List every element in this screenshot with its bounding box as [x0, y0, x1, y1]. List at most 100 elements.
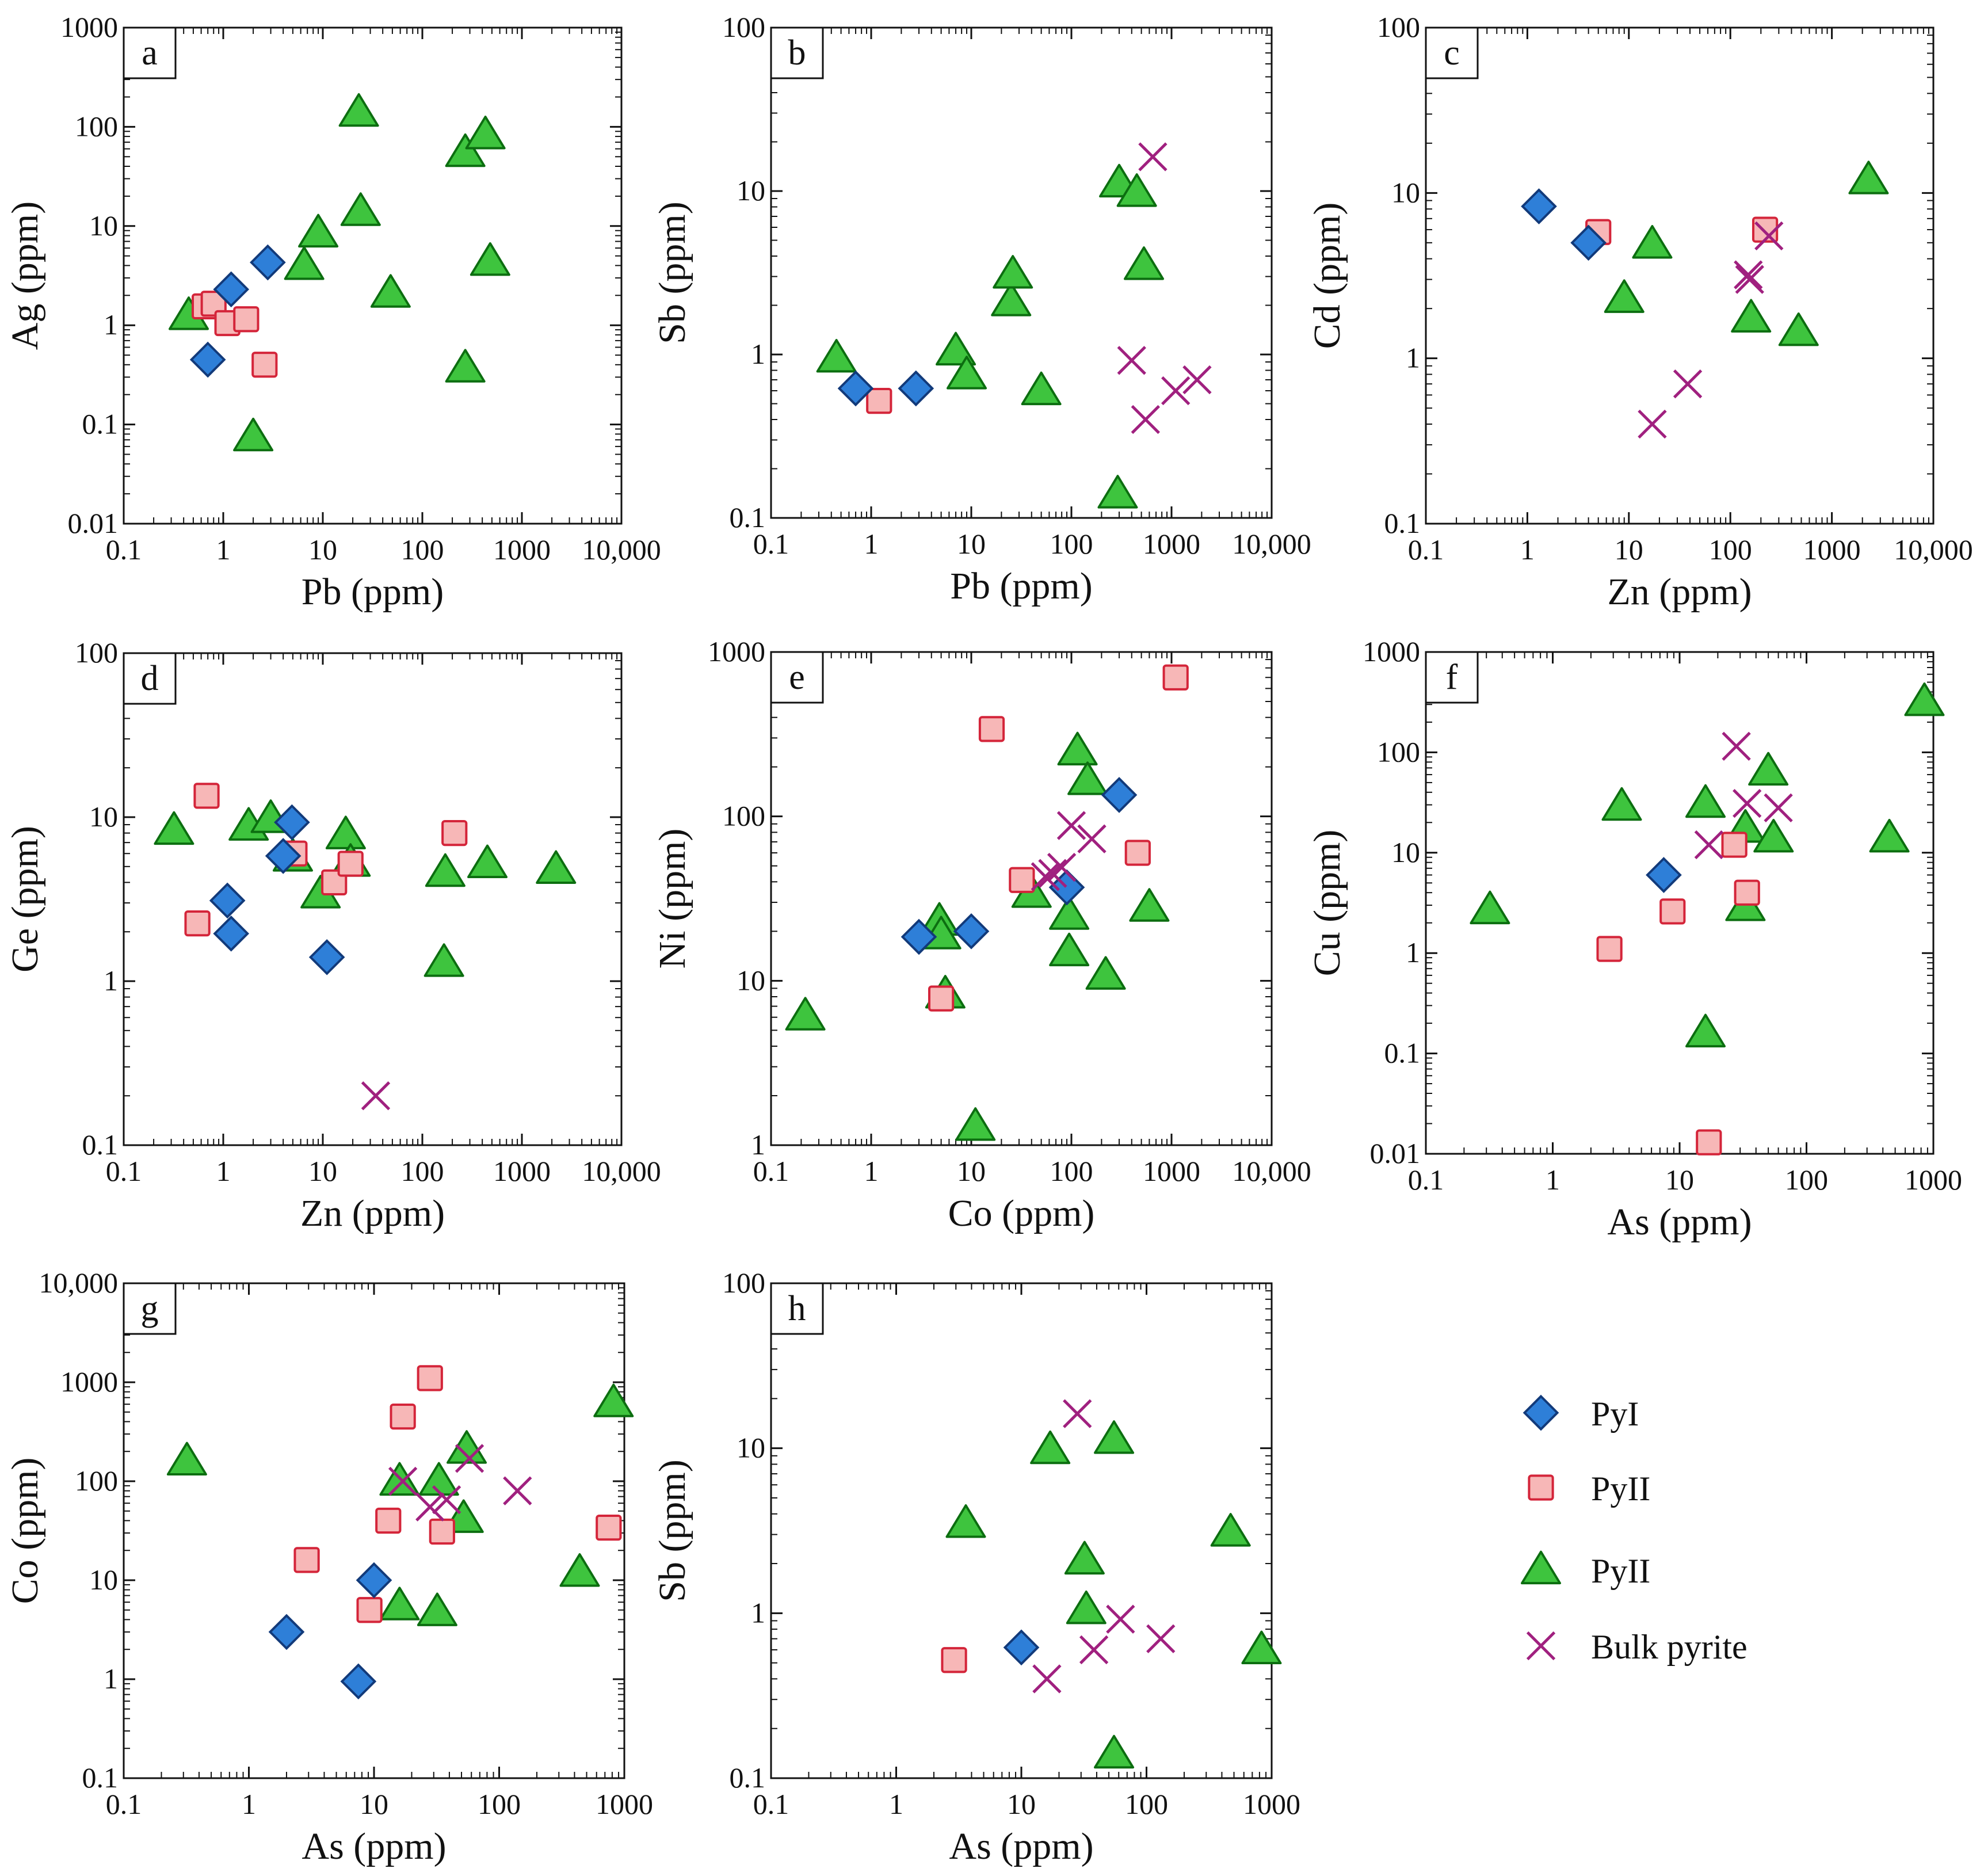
pyIII-point [1210, 1513, 1251, 1547]
y-axis-label: Ge (ppm) [4, 826, 46, 973]
bulk-point [1131, 405, 1160, 434]
y-tick-label: 10 [737, 174, 765, 207]
pyII-point [375, 1507, 402, 1534]
pyI-point [274, 804, 310, 841]
x-tick-label: 100 [1709, 533, 1752, 566]
panel-label-box [123, 26, 177, 79]
pyI-point [209, 882, 246, 919]
pyIII-point [233, 417, 274, 452]
x-tick-label: 1000 [493, 533, 551, 566]
legend-label: Bulk pyrite [1591, 1628, 1748, 1666]
plot-frame [770, 651, 1273, 1146]
pyIII-point [993, 255, 1033, 289]
y-tick-label: 1000 [60, 11, 118, 43]
panel-h: 0.1 1 10 100 1000 0.1 1 10 100 As (ppm) Sb (ppm) h [651, 1267, 1300, 1867]
pyII-point [1124, 840, 1151, 866]
pyI-point [268, 1614, 305, 1650]
y-tick-label: 100 [75, 636, 118, 669]
y-tick-label: 1 [1406, 936, 1420, 968]
y-axis-label: Cu (ppm) [1306, 830, 1348, 977]
x-tick-label: 0.1 [106, 1788, 142, 1820]
bulk-point [1063, 1399, 1092, 1428]
pyIII-point [1604, 279, 1645, 313]
x-tick-label: 1 [1546, 1164, 1560, 1196]
pyIII-point [154, 811, 194, 845]
pyII-point [356, 1597, 383, 1623]
pyII-point [866, 388, 892, 414]
x-tick-label: 0.1 [753, 1155, 789, 1187]
x-tick-label: 100 [478, 1788, 521, 1820]
pyIII-point [298, 213, 339, 248]
y-tick-label: 1 [104, 964, 118, 997]
pyIII-point [1057, 731, 1098, 766]
x-axis-label: Pb (ppm) [302, 571, 444, 613]
y-tick-label: 0.1 [1384, 1037, 1421, 1069]
x-tick-label: 1000 [1905, 1164, 1962, 1196]
y-tick-label: 1000 [708, 635, 765, 668]
panel-label: g [141, 1289, 159, 1328]
bulk-point [1079, 1635, 1109, 1665]
y-tick-label: 0.1 [730, 501, 766, 533]
y-tick-label: 1 [751, 338, 765, 370]
panel-label-box [770, 26, 824, 79]
bulk-point [1734, 260, 1763, 289]
y-tick-label: 10 [1391, 176, 1420, 208]
x-axis-label: As (ppm) [1607, 1201, 1752, 1243]
panel-label: a [142, 33, 158, 73]
pyI-point [1101, 777, 1138, 813]
pyIII-point [1129, 888, 1170, 922]
y-tick-label: 0.1 [730, 1761, 766, 1794]
pyI-point [1003, 1629, 1040, 1666]
pyII-point [441, 819, 468, 847]
bulk-point [1182, 365, 1212, 395]
pyIII-point [284, 246, 325, 280]
pyIII-point [325, 815, 366, 849]
bulk-point [1031, 862, 1060, 891]
y-axis-label: Co (ppm) [4, 1458, 46, 1604]
x-tick-label: 1000 [1243, 1788, 1300, 1820]
panel-label-box [1425, 651, 1479, 704]
bulk-point [1754, 221, 1784, 251]
bulk-point [1733, 788, 1762, 818]
legend-marker-pyII [1528, 1474, 1554, 1501]
x-tick-label: 10 [308, 533, 337, 566]
x-tick-label: 10,000 [582, 1155, 661, 1187]
bulk-point [1146, 1624, 1176, 1653]
pyII-point [1696, 1129, 1722, 1156]
pyIII-point [1632, 225, 1673, 259]
y-tick-label: 1 [104, 308, 118, 341]
pyIII-point [417, 1592, 457, 1626]
pyII-point [978, 716, 1005, 742]
panel-label: b [788, 33, 806, 73]
x-tick-label: 1 [216, 533, 231, 566]
legend-label: PyI [1591, 1395, 1639, 1433]
y-tick-label: 100 [722, 1267, 765, 1299]
y-tick-label: 1 [751, 1596, 765, 1629]
pyIII-point [1124, 246, 1165, 280]
bulk-point [1032, 1664, 1062, 1694]
pyI-point [265, 838, 302, 874]
bulk-point [1735, 265, 1764, 294]
x-tick-label: 1 [216, 1155, 231, 1187]
panel-label: f [1446, 658, 1458, 697]
pyII-point [1596, 936, 1623, 962]
x-tick-label: 100 [1050, 1155, 1093, 1187]
legend-marker-pyIII [1521, 1550, 1561, 1585]
x-tick-label: 100 [401, 1155, 444, 1187]
x-tick-label: 0.1 [1408, 533, 1444, 566]
y-tick-label: 1 [751, 1128, 765, 1161]
x-tick-label: 1 [864, 528, 879, 560]
pyII-point [1659, 898, 1686, 925]
panel-b: 0.1 1 10 100 1000 10,000 0.1 1 10 100 Pb (ppm) Sb (… [651, 11, 1311, 607]
y-tick-label: 0.01 [68, 507, 119, 539]
plot-frame [770, 26, 1273, 519]
pyIII-point [1030, 1430, 1071, 1465]
x-tick-label: 100 [1050, 528, 1093, 560]
pyII-point [941, 1647, 967, 1673]
pyIII-point [1241, 1630, 1282, 1665]
panel-c: 0.1 1 10 100 1000 10,000 0.1 1 10 100 Zn (ppm) Cd (… [1306, 11, 1973, 613]
x-tick-label: 1000 [596, 1788, 653, 1820]
